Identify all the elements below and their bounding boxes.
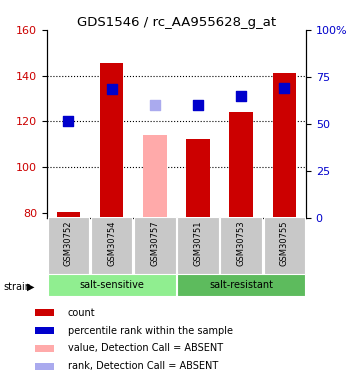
Point [282,85,287,91]
Text: percentile rank within the sample: percentile rank within the sample [68,326,233,336]
Bar [100,63,123,217]
Text: count: count [68,308,95,318]
Point [238,93,244,99]
Bar [35,345,54,352]
Text: ▶: ▶ [27,282,34,292]
Bar [264,217,305,274]
Text: GSM30752: GSM30752 [64,220,73,266]
Point [195,102,201,108]
Text: salt-resistant: salt-resistant [209,280,273,290]
Text: GSM30757: GSM30757 [150,220,159,266]
Bar [35,363,54,370]
Bar [177,274,305,296]
Text: GSM30755: GSM30755 [280,220,289,266]
Bar [229,112,253,218]
Bar [91,217,132,274]
Title: GDS1546 / rc_AA955628_g_at: GDS1546 / rc_AA955628_g_at [77,16,276,29]
Bar [48,217,89,274]
Point [66,118,71,124]
Bar [143,135,167,218]
Text: GSM30751: GSM30751 [194,220,202,266]
Bar [177,217,219,274]
Bar [57,212,80,217]
Bar [273,74,296,217]
Bar [48,274,176,296]
Text: value, Detection Call = ABSENT: value, Detection Call = ABSENT [68,344,223,354]
Text: salt-sensitive: salt-sensitive [79,280,144,290]
Text: rank, Detection Call = ABSENT: rank, Detection Call = ABSENT [68,361,218,371]
Text: GSM30754: GSM30754 [107,220,116,266]
Point [152,102,158,108]
Text: GSM30753: GSM30753 [237,220,246,266]
Bar [186,139,210,218]
Bar [35,309,54,316]
Bar [35,327,54,334]
Bar [134,217,176,274]
Point [109,87,114,93]
Text: strain: strain [4,282,32,292]
Bar [220,217,262,274]
